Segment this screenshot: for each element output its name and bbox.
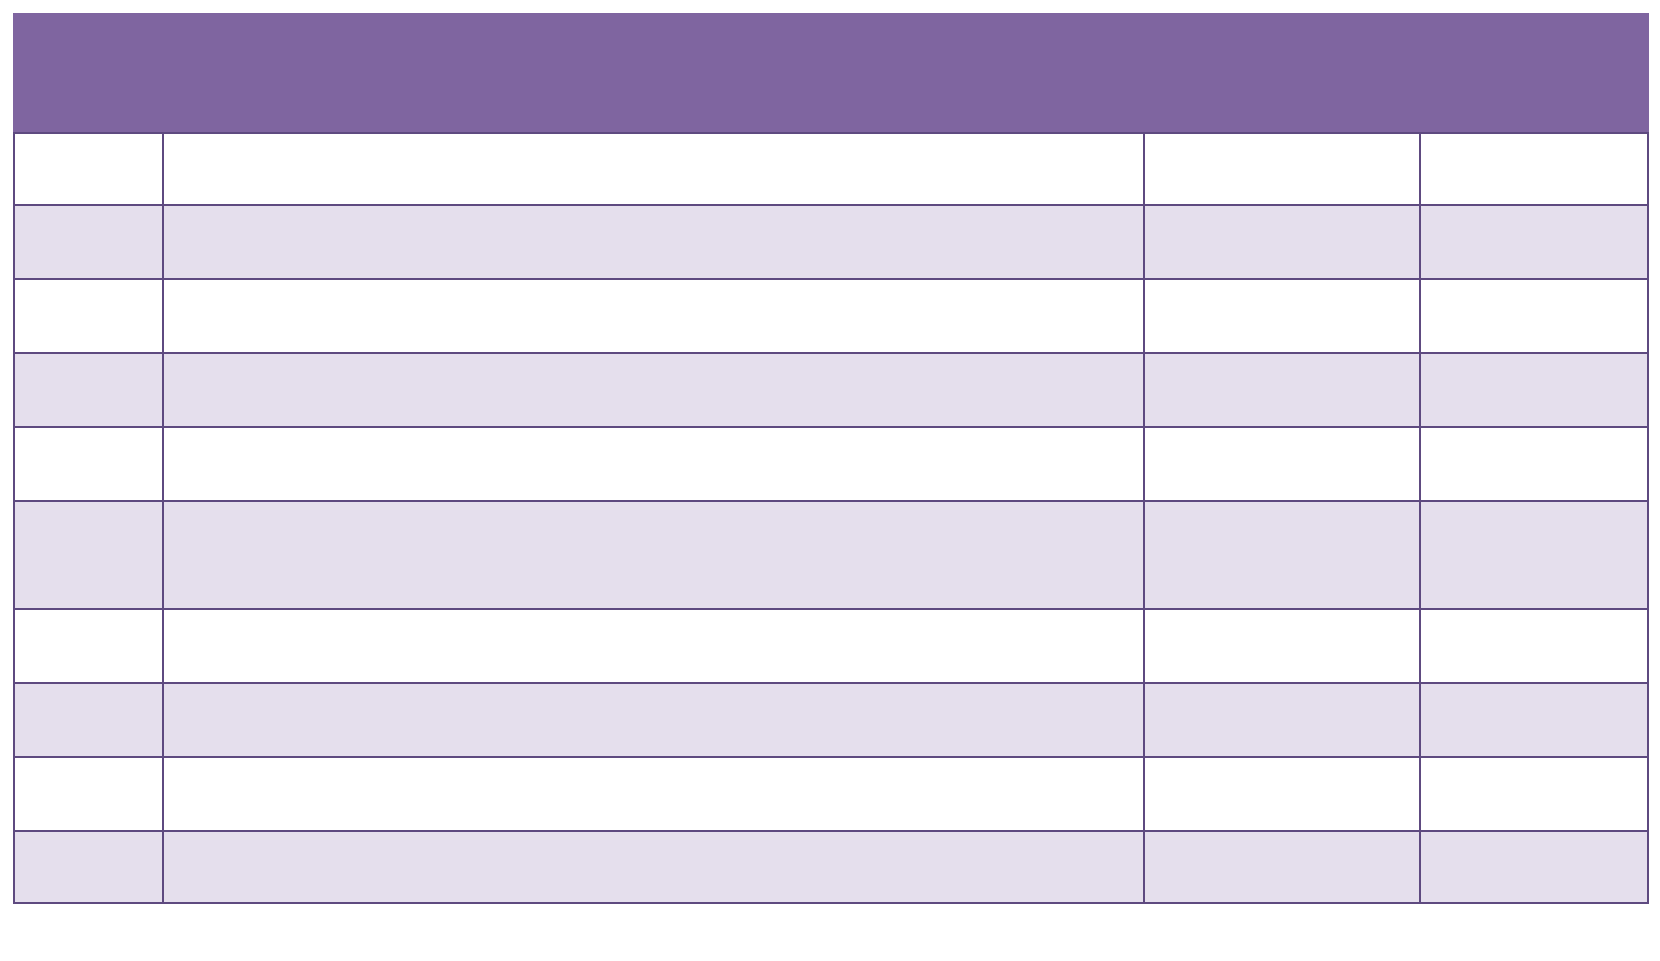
table-cell[interactable] [13, 682, 164, 758]
table-cell[interactable] [1143, 426, 1421, 502]
table-cell[interactable] [1143, 500, 1421, 610]
table-row [13, 756, 1649, 832]
table-cell[interactable] [1143, 756, 1421, 832]
table-cell[interactable] [1419, 204, 1649, 280]
table-cell[interactable] [162, 756, 1145, 832]
table-row [13, 204, 1649, 280]
table-cell[interactable] [1419, 278, 1649, 354]
table-cell[interactable] [1143, 278, 1421, 354]
table-row [13, 278, 1649, 354]
table-cell[interactable] [13, 426, 164, 502]
table-cell[interactable] [162, 132, 1145, 206]
table-cell[interactable] [162, 426, 1145, 502]
table-cell[interactable] [1143, 132, 1421, 206]
table-cell[interactable] [1419, 756, 1649, 832]
table-header-row [13, 13, 1649, 134]
empty-table [13, 13, 1649, 904]
table-cell[interactable] [162, 608, 1145, 684]
table-header [13, 13, 1649, 134]
table-cell[interactable] [1419, 830, 1649, 904]
table-cell[interactable] [162, 830, 1145, 904]
table-cell[interactable] [162, 204, 1145, 280]
table-cell[interactable] [1419, 500, 1649, 610]
table-cell[interactable] [13, 278, 164, 354]
table-cell[interactable] [13, 352, 164, 428]
table-cell[interactable] [13, 132, 164, 206]
table-row [13, 500, 1649, 610]
table-cell[interactable] [1419, 132, 1649, 206]
table-cell[interactable] [13, 500, 164, 610]
table-cell[interactable] [1143, 608, 1421, 684]
table-row [13, 426, 1649, 502]
table-cell[interactable] [13, 756, 164, 832]
table-cell[interactable] [1419, 352, 1649, 428]
table-cell[interactable] [162, 352, 1145, 428]
table-row [13, 132, 1649, 206]
table-cell[interactable] [162, 500, 1145, 610]
table-cell[interactable] [1143, 204, 1421, 280]
table-row [13, 352, 1649, 428]
table-cell[interactable] [13, 830, 164, 904]
table-cell[interactable] [13, 608, 164, 684]
table-cell[interactable] [13, 204, 164, 280]
table-row [13, 682, 1649, 758]
table-cell[interactable] [1143, 682, 1421, 758]
table-row [13, 830, 1649, 904]
table-cell[interactable] [1143, 830, 1421, 904]
table-cell[interactable] [162, 682, 1145, 758]
table-cell[interactable] [1419, 608, 1649, 684]
table-row [13, 608, 1649, 684]
table-cell[interactable] [1143, 352, 1421, 428]
table-cell[interactable] [1419, 426, 1649, 502]
table-body [13, 132, 1649, 904]
table-cell[interactable] [1419, 682, 1649, 758]
table-cell[interactable] [162, 278, 1145, 354]
